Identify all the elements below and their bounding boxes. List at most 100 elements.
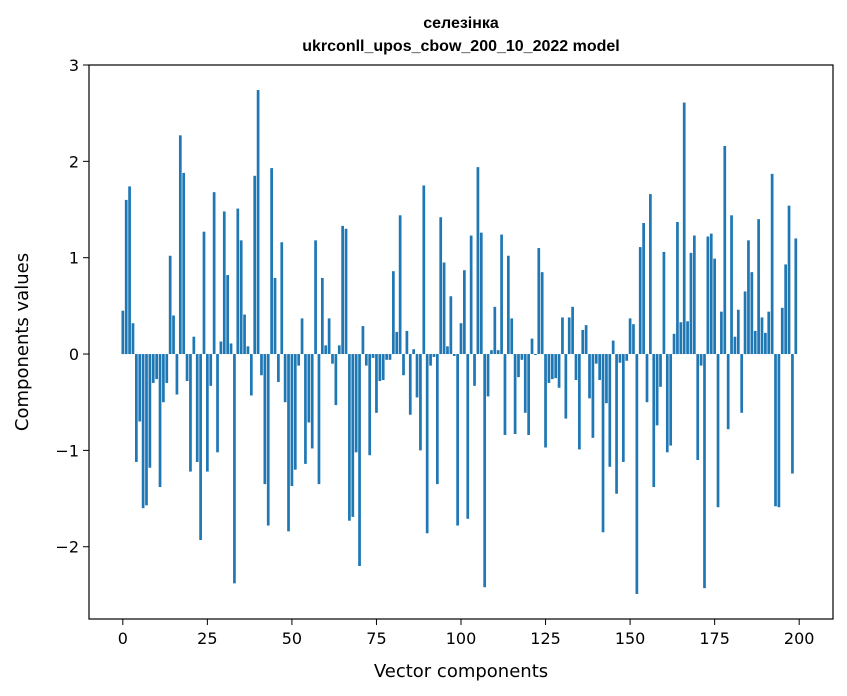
bar xyxy=(510,318,514,355)
x-axis-label: Vector components xyxy=(374,661,548,682)
bar xyxy=(439,217,443,355)
bar xyxy=(341,225,344,355)
bar xyxy=(784,264,788,355)
bar xyxy=(537,248,541,355)
bar xyxy=(392,271,395,355)
bar xyxy=(760,317,764,355)
bar xyxy=(249,354,253,396)
bar xyxy=(726,354,730,430)
bar xyxy=(753,330,757,355)
bar xyxy=(682,102,686,355)
bar xyxy=(767,311,771,355)
bar xyxy=(777,354,781,508)
x-tick-label: 150 xyxy=(615,629,646,648)
bar xyxy=(408,354,412,415)
bar xyxy=(145,354,148,506)
bar xyxy=(287,354,290,532)
bar xyxy=(574,354,578,381)
bar xyxy=(750,272,754,355)
bar xyxy=(774,354,777,507)
x-tick-label: 75 xyxy=(366,629,386,648)
bar xyxy=(229,343,233,355)
bar xyxy=(523,354,527,413)
bar xyxy=(625,354,629,361)
bar xyxy=(594,354,598,364)
bar xyxy=(226,275,230,355)
bar xyxy=(395,331,399,355)
y-tick-label: 0 xyxy=(69,345,79,364)
bar xyxy=(449,296,453,355)
bar xyxy=(385,354,388,360)
bar xyxy=(490,350,493,355)
bar xyxy=(415,354,419,398)
bar xyxy=(148,354,152,468)
bar xyxy=(121,310,125,355)
bar xyxy=(601,354,605,533)
bar xyxy=(561,317,564,355)
bar xyxy=(649,194,652,355)
bar xyxy=(679,322,683,355)
bar xyxy=(608,354,612,467)
bar xyxy=(266,354,270,526)
bar xyxy=(547,354,551,383)
bar xyxy=(212,192,216,355)
bar xyxy=(202,231,206,355)
bar xyxy=(618,354,622,363)
bar xyxy=(588,354,591,399)
bar xyxy=(794,238,798,355)
bar xyxy=(483,354,487,588)
y-axis-ticks: −2 −1 0 1 2 3 xyxy=(55,56,89,557)
bar xyxy=(151,354,155,383)
bar xyxy=(716,354,720,508)
bar xyxy=(689,252,693,355)
bar xyxy=(297,354,301,366)
bar xyxy=(554,354,558,379)
y-axis-label: Components values xyxy=(12,253,33,431)
bar xyxy=(402,354,405,376)
bar xyxy=(703,354,706,589)
bar xyxy=(361,326,365,355)
bar xyxy=(280,242,284,355)
x-tick-label: 100 xyxy=(446,629,477,648)
bar xyxy=(730,215,733,355)
bar xyxy=(233,354,236,584)
bar xyxy=(290,354,294,487)
bar xyxy=(155,354,158,380)
bar xyxy=(425,354,429,534)
bar xyxy=(124,199,128,355)
bar xyxy=(669,354,673,446)
x-tick-label: 125 xyxy=(530,629,561,648)
bar xyxy=(686,321,689,355)
bar xyxy=(216,354,219,453)
bar xyxy=(168,255,172,355)
bar xyxy=(334,354,338,406)
y-tick-label: 1 xyxy=(69,249,79,268)
bar xyxy=(713,258,716,355)
bar xyxy=(540,272,544,355)
bar xyxy=(621,354,625,462)
bar xyxy=(638,247,642,355)
bar xyxy=(632,324,635,355)
bar xyxy=(479,232,483,355)
bar xyxy=(189,354,192,472)
x-tick-label: 25 xyxy=(197,629,217,648)
bar xyxy=(571,306,574,355)
bar xyxy=(128,186,131,355)
bar xyxy=(310,354,314,449)
bar xyxy=(736,309,740,355)
bar xyxy=(260,354,263,376)
bar xyxy=(422,185,426,355)
bar xyxy=(327,318,331,355)
bar xyxy=(337,345,341,355)
bar xyxy=(764,332,767,355)
bar xyxy=(442,262,446,355)
bar xyxy=(277,354,280,382)
bar xyxy=(378,354,382,382)
bar xyxy=(591,354,595,438)
x-tick-label: 50 xyxy=(282,629,302,648)
bar xyxy=(645,354,649,403)
bar xyxy=(527,354,530,435)
bar xyxy=(348,354,351,521)
bar xyxy=(635,354,639,594)
bar xyxy=(381,354,385,381)
